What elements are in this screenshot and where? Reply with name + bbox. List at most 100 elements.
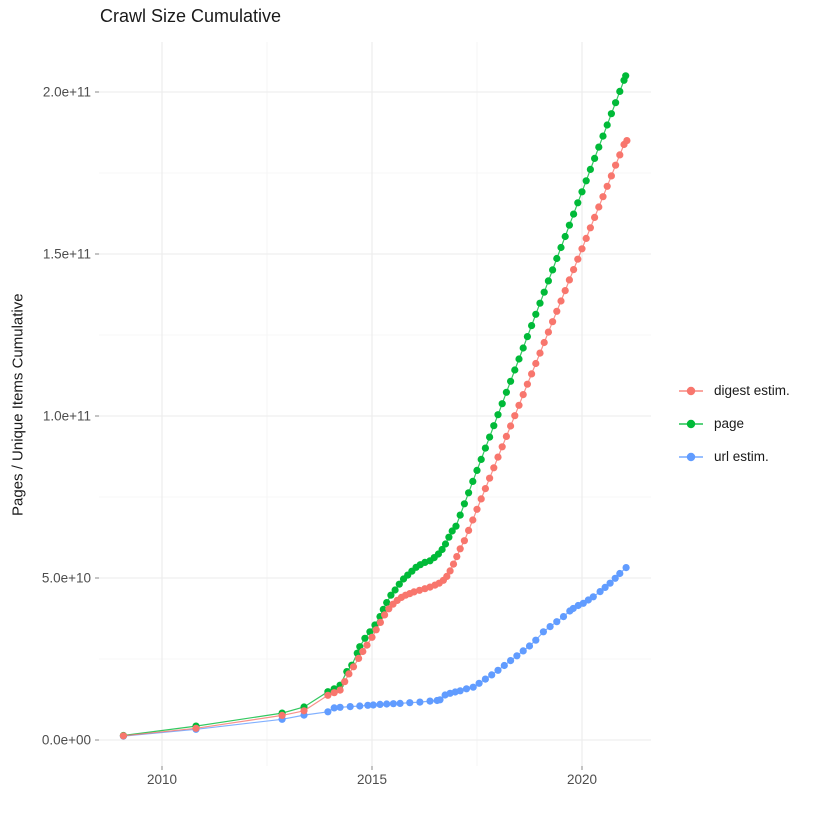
data-point [426, 697, 434, 705]
x-tick-label: 2020 [567, 772, 597, 787]
data-point [383, 599, 391, 607]
data-point [453, 553, 461, 561]
data-point [465, 489, 473, 497]
data-point [561, 287, 569, 295]
data-point [601, 583, 609, 592]
data-point [559, 613, 568, 621]
data-point [389, 700, 397, 708]
legend-item-url-estim: url estim. [678, 440, 790, 473]
data-point [589, 593, 597, 601]
data-point [623, 137, 631, 145]
data-point [494, 453, 502, 461]
gridlines-major [99, 42, 651, 766]
data-point [369, 701, 377, 709]
data-point [446, 567, 454, 575]
data-point [553, 307, 561, 315]
data-point [330, 704, 338, 712]
data-point [523, 380, 532, 388]
data-point [502, 432, 510, 440]
data-point [557, 297, 565, 305]
data-point [622, 72, 630, 80]
data-point [532, 359, 540, 368]
data-point [376, 700, 384, 709]
data-point [498, 443, 506, 451]
data-point [341, 678, 349, 686]
data-point [355, 654, 363, 663]
data-point [525, 642, 534, 650]
data-point [502, 388, 510, 396]
data-point [616, 569, 624, 578]
data-point [582, 234, 590, 242]
data-point [462, 685, 471, 693]
data-point [452, 522, 460, 530]
data-point [443, 572, 451, 581]
data-point [528, 370, 536, 378]
data-point [570, 266, 578, 274]
data-point [469, 477, 477, 485]
data-point [607, 172, 616, 180]
data-point [336, 703, 344, 711]
data-point [532, 310, 540, 318]
data-point [278, 711, 286, 720]
data-point [595, 143, 603, 151]
data-point [544, 328, 553, 336]
data-point [330, 689, 338, 697]
data-point [436, 696, 444, 704]
data-point [415, 586, 424, 594]
series-digest-estim [119, 137, 631, 740]
data-point [515, 401, 523, 409]
data-point [515, 355, 523, 363]
data-point [570, 210, 578, 218]
data-point [475, 679, 483, 687]
data-point [481, 675, 489, 683]
data-point [611, 574, 619, 582]
data-point [481, 444, 489, 452]
y-tick-label: 0.0e+00 [42, 733, 91, 748]
data-point [612, 161, 620, 169]
data-point [574, 255, 582, 263]
data-point [345, 670, 353, 678]
data-point [465, 526, 473, 535]
data-point [486, 474, 494, 482]
data-point [513, 652, 521, 660]
data-point [596, 588, 604, 596]
legend-item-page: page [678, 407, 790, 440]
data-point [366, 628, 374, 636]
data-point [603, 121, 611, 129]
legend-key-url-estim [679, 452, 703, 461]
data-point [586, 224, 595, 232]
data-point [441, 540, 450, 548]
data-point [477, 495, 485, 503]
data-point [549, 266, 557, 274]
data-point [336, 686, 344, 694]
data-point [578, 188, 586, 196]
data-point [448, 527, 456, 535]
data-point [473, 466, 481, 474]
data-point [192, 724, 200, 732]
data-point [361, 634, 369, 642]
chart-title: Crawl Size Cumulative [100, 6, 282, 26]
data-point [488, 671, 496, 679]
data-point [539, 628, 548, 636]
data-point [591, 213, 599, 221]
gridlines-minor [99, 42, 651, 766]
data-point [536, 349, 544, 357]
data-point [607, 110, 616, 118]
data-point [359, 647, 367, 656]
data-point [519, 391, 527, 399]
series-line [123, 567, 627, 737]
data-point [356, 702, 364, 710]
data-point [599, 132, 607, 140]
data-point [387, 591, 395, 599]
legend-item-digest-estim: digest estim. [678, 374, 790, 407]
data-point [494, 666, 502, 674]
data-point [300, 707, 308, 715]
data-point [553, 254, 561, 263]
data-point [490, 422, 498, 430]
data-point [469, 516, 477, 524]
data-point [473, 505, 481, 513]
data-point [519, 647, 527, 655]
data-point [460, 500, 468, 508]
data-point [346, 703, 354, 711]
data-point [372, 626, 380, 634]
